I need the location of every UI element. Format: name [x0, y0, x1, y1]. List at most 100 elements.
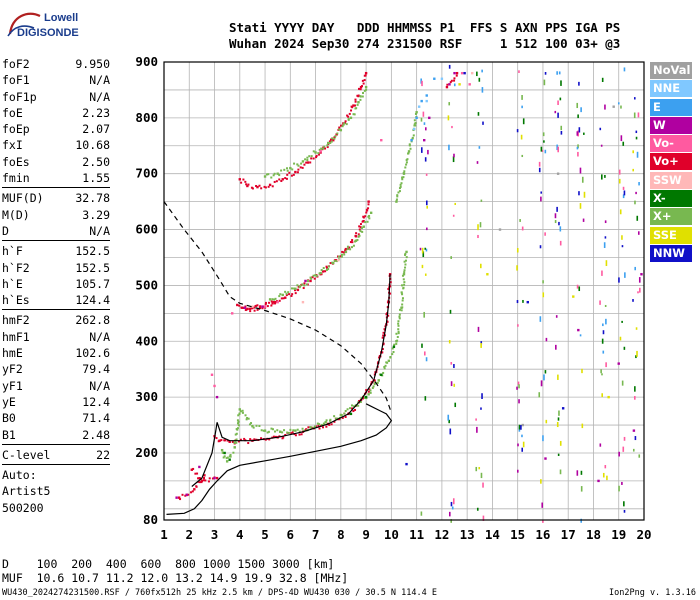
legend-item-noval: NoVal: [650, 62, 692, 79]
noise-point: [554, 220, 557, 224]
echo-point: [278, 178, 281, 181]
echo-point: [248, 423, 251, 426]
noise-point: [420, 78, 422, 84]
logo-line1: Lowell: [44, 12, 78, 24]
noise-point: [517, 443, 519, 447]
echo-point: [572, 295, 575, 298]
echo-point: [317, 424, 320, 427]
echo-point: [248, 307, 252, 311]
echo-point: [285, 294, 288, 297]
noise-point: [476, 161, 479, 164]
echo-point: [398, 315, 401, 318]
echo-point: [284, 434, 287, 437]
noise-point: [557, 453, 560, 456]
echo-point: [336, 417, 339, 420]
noise-point: [518, 399, 520, 404]
x-tick-label: 17: [561, 527, 576, 542]
echo-point: [245, 418, 248, 421]
noise-point: [480, 343, 482, 348]
echo-point: [301, 300, 305, 304]
param-value: 2.23: [82, 105, 110, 120]
noise-point: [522, 441, 525, 448]
param-row: hmF2 262.8: [2, 312, 110, 328]
echo-point: [252, 426, 255, 429]
echo-point: [336, 132, 339, 135]
param-value: 102.6: [75, 346, 110, 361]
echo-point: [181, 493, 184, 496]
x-tick-label: 1: [160, 527, 168, 542]
echo-point: [329, 138, 332, 141]
echo-point: [306, 159, 309, 162]
noise-point: [624, 272, 626, 278]
echo-point: [306, 279, 310, 283]
echo-point: [366, 220, 369, 223]
echo-point: [222, 456, 225, 459]
echo-point: [577, 328, 580, 332]
echo-point: [278, 299, 281, 302]
param-value: 2.50: [82, 154, 110, 169]
echo-point: [312, 426, 315, 429]
echo-point: [263, 175, 267, 178]
echo-point: [208, 477, 211, 480]
echo-point: [274, 302, 277, 305]
y-tick-label: 400: [135, 333, 158, 348]
noise-point: [480, 199, 483, 202]
x-tick-label: 5: [261, 527, 269, 542]
echo-point: [365, 389, 368, 392]
noise-point: [622, 141, 625, 146]
footer-file-info: WU430_2024274231500.RSF / 760fx512h 25 k…: [2, 588, 437, 598]
echo-point: [445, 85, 449, 89]
param-row: C-level 22: [2, 447, 110, 463]
echo-point: [238, 178, 241, 181]
echo-point: [341, 416, 344, 419]
echo-point: [383, 334, 386, 337]
echo-point: [357, 101, 360, 104]
noise-point: [421, 264, 424, 269]
noise-point: [475, 418, 477, 421]
echo-point: [368, 388, 371, 391]
echo-point: [358, 399, 361, 402]
noise-point: [482, 482, 484, 488]
noise-point: [601, 393, 603, 398]
param-row: foE 2.23: [2, 105, 110, 121]
noise-point: [558, 221, 560, 226]
echo-point: [342, 251, 345, 254]
echo-point: [408, 143, 411, 146]
echo-point: [247, 417, 250, 420]
echo-point: [352, 410, 355, 413]
echo-point: [521, 423, 524, 427]
noise-point: [521, 226, 524, 231]
noise-point: [477, 224, 479, 231]
echo-point: [360, 396, 363, 399]
noise-point: [540, 146, 543, 152]
noise-point: [604, 104, 606, 110]
noise-point: [600, 144, 603, 147]
echo-point: [350, 404, 353, 407]
echo-point: [237, 424, 240, 427]
echo-point: [316, 422, 319, 425]
echo-point: [324, 147, 327, 150]
noise-point: [599, 443, 602, 447]
echo-point: [396, 339, 399, 342]
echo-point: [387, 314, 390, 317]
echo-point: [264, 301, 267, 304]
noise-point: [557, 374, 559, 380]
noise-point: [543, 140, 545, 143]
echo-point: [403, 271, 406, 274]
noise-point: [623, 190, 626, 196]
echo-point: [310, 157, 313, 160]
echo-point: [340, 255, 343, 258]
echo-point: [267, 430, 270, 433]
noise-point: [453, 153, 455, 158]
echo-point: [407, 152, 410, 155]
noise-point: [448, 64, 451, 69]
noise-point: [475, 466, 478, 472]
echo-point: [279, 430, 282, 433]
noise-point: [520, 425, 522, 430]
echo-point: [310, 155, 313, 158]
echo-point: [317, 152, 320, 155]
echo-point: [306, 156, 309, 159]
echo-point: [273, 430, 276, 433]
echo-point: [325, 419, 328, 422]
echo-point: [393, 343, 396, 346]
